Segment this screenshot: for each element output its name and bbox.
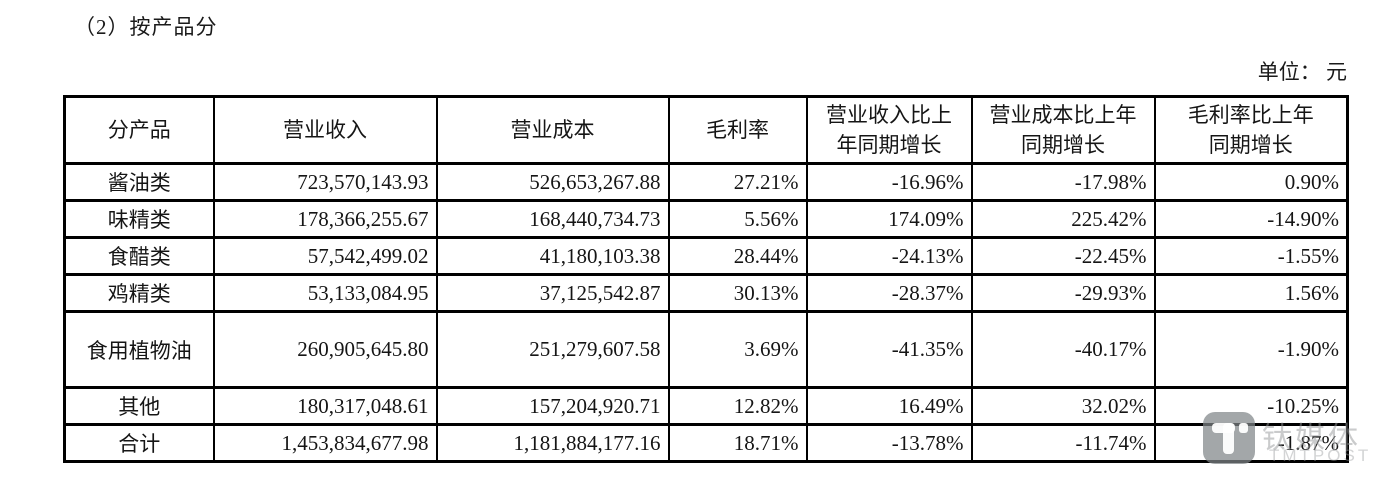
cell-gross-margin: 18.71% [667, 423, 808, 463]
col-header-revenue-yoy: 营业收入比上 年同期增长 [805, 95, 973, 165]
cell-cost-yoy: -29.93% [970, 273, 1156, 313]
cell-gross-margin: 30.13% [667, 273, 808, 313]
cell-revenue: 57,542,499.02 [212, 236, 438, 276]
cell-revenue: 260,905,645.80 [212, 310, 438, 389]
cell-gross-margin: 27.21% [667, 162, 808, 202]
cell-revenue-yoy: 16.49% [805, 386, 973, 426]
cell-cost: 41,180,103.38 [435, 236, 670, 276]
cell-cost: 168,440,734.73 [435, 199, 670, 239]
cell-revenue: 723,570,143.93 [212, 162, 438, 202]
cell-product: 鸡精类 [63, 273, 215, 313]
cell-cost-yoy: -17.98% [970, 162, 1156, 202]
cell-margin-yoy: -14.90% [1153, 199, 1349, 239]
cell-revenue-yoy: -41.35% [805, 310, 973, 389]
cell-cost-yoy: 32.02% [970, 386, 1156, 426]
cell-margin-yoy: 1.56% [1153, 273, 1349, 313]
cell-margin-yoy: 0.90% [1153, 162, 1349, 202]
table-header-row: 分产品 营业收入 营业成本 毛利率 营业收入比上 年同期增长 营业成本比上年 同… [63, 95, 1349, 165]
col-header-gross-margin: 毛利率 [667, 95, 808, 165]
cell-cost: 157,204,920.71 [435, 386, 670, 426]
cell-gross-margin: 5.56% [667, 199, 808, 239]
table-row-total: 合计 1,453,834,677.98 1,181,884,177.16 18.… [63, 423, 1349, 463]
cell-revenue-yoy: -24.13% [805, 236, 973, 276]
cell-cost-yoy: -11.74% [970, 423, 1156, 463]
cell-cost-yoy: 225.42% [970, 199, 1156, 239]
cell-revenue-yoy: -16.96% [805, 162, 973, 202]
cell-revenue: 178,366,255.67 [212, 199, 438, 239]
cell-cost-yoy: -40.17% [970, 310, 1156, 389]
cell-product: 食用植物油 [63, 310, 215, 389]
table-row: 酱油类 723,570,143.93 526,653,267.88 27.21%… [63, 162, 1349, 202]
table-row: 其他 180,317,048.61 157,204,920.71 12.82% … [63, 386, 1349, 426]
section-title: （2）按产品分 [74, 15, 218, 39]
cell-margin-yoy: -1.90% [1153, 310, 1349, 389]
cell-margin-yoy: -1.55% [1153, 236, 1349, 276]
unit-label: 单位： 元 [1257, 60, 1347, 84]
cell-cost-yoy: -22.45% [970, 236, 1156, 276]
cell-margin-yoy: -1.87% [1153, 423, 1349, 463]
cell-product: 酱油类 [63, 162, 215, 202]
cell-product: 合计 [63, 423, 215, 463]
col-header-product: 分产品 [63, 95, 215, 165]
table-row: 鸡精类 53,133,084.95 37,125,542.87 30.13% -… [63, 273, 1349, 313]
cell-revenue: 53,133,084.95 [212, 273, 438, 313]
cell-cost: 37,125,542.87 [435, 273, 670, 313]
col-header-revenue: 营业收入 [212, 95, 438, 165]
table-row: 味精类 178,366,255.67 168,440,734.73 5.56% … [63, 199, 1349, 239]
cell-revenue: 1,453,834,677.98 [212, 423, 438, 463]
table-row: 食用植物油 260,905,645.80 251,279,607.58 3.69… [63, 310, 1349, 389]
cell-revenue-yoy: -13.78% [805, 423, 973, 463]
col-header-cost: 营业成本 [435, 95, 670, 165]
table-row: 食醋类 57,542,499.02 41,180,103.38 28.44% -… [63, 236, 1349, 276]
cell-product: 味精类 [63, 199, 215, 239]
cell-cost: 1,181,884,177.16 [435, 423, 670, 463]
product-breakdown-table: 分产品 营业收入 营业成本 毛利率 营业收入比上 年同期增长 营业成本比上年 同… [63, 95, 1349, 463]
cell-revenue-yoy: 174.09% [805, 199, 973, 239]
col-header-margin-yoy: 毛利率比上年 同期增长 [1153, 95, 1349, 165]
cell-gross-margin: 3.69% [667, 310, 808, 389]
cell-margin-yoy: -10.25% [1153, 386, 1349, 426]
col-header-cost-yoy: 营业成本比上年 同期增长 [970, 95, 1156, 165]
cell-gross-margin: 28.44% [667, 236, 808, 276]
cell-product: 其他 [63, 386, 215, 426]
cell-gross-margin: 12.82% [667, 386, 808, 426]
cell-cost: 251,279,607.58 [435, 310, 670, 389]
cell-product: 食醋类 [63, 236, 215, 276]
cell-revenue: 180,317,048.61 [212, 386, 438, 426]
cell-cost: 526,653,267.88 [435, 162, 670, 202]
cell-revenue-yoy: -28.37% [805, 273, 973, 313]
